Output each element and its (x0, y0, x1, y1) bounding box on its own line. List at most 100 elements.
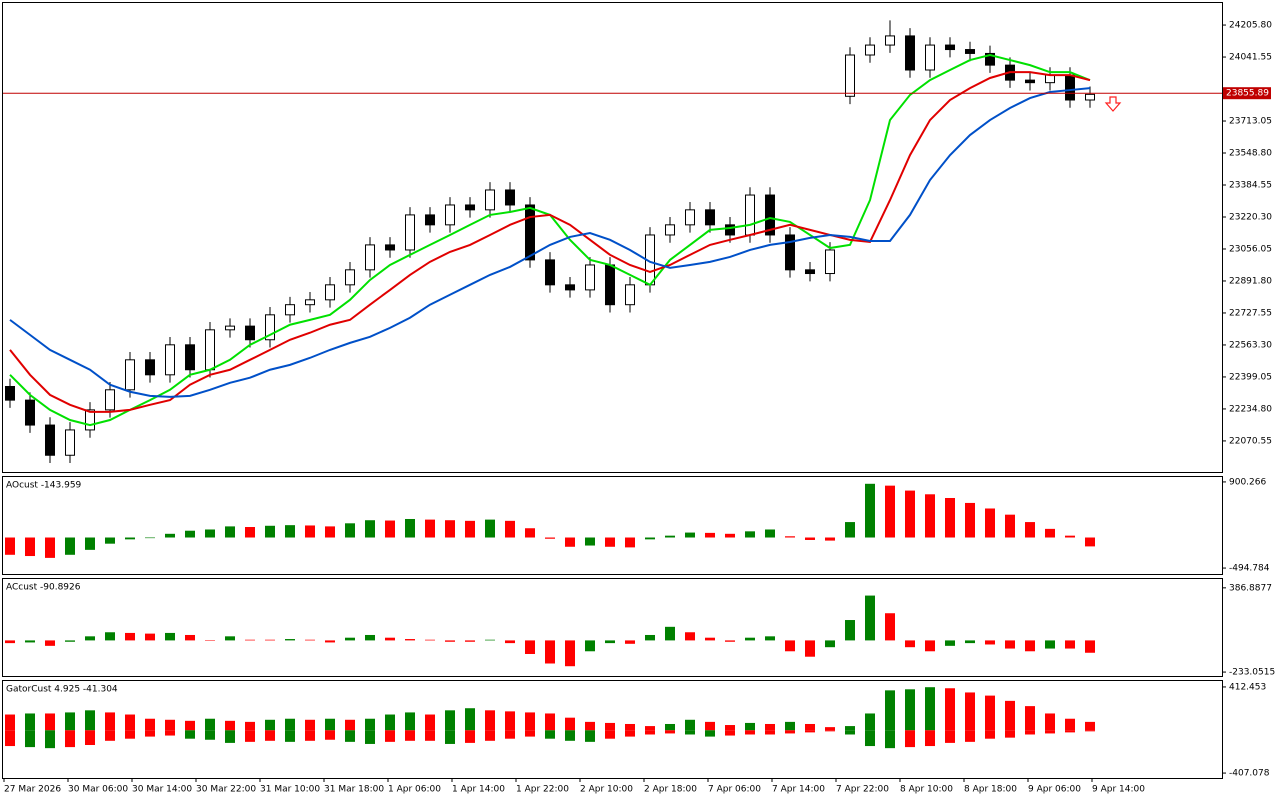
histogram-bar (245, 527, 255, 538)
histogram-bar (125, 632, 135, 641)
histogram-bar (585, 730, 595, 742)
histogram-bar (585, 640, 595, 652)
histogram-bar (25, 640, 35, 643)
histogram-bar (605, 730, 615, 739)
candle-body (85, 409, 95, 431)
x-tick-label: 9 Apr 06:00 (1028, 785, 1081, 795)
histogram-bar (545, 537, 555, 539)
histogram-bar (145, 537, 155, 539)
pane-title: AOcust -143.959 (6, 481, 82, 491)
histogram-bar (885, 613, 895, 641)
histogram-bar (705, 637, 715, 641)
histogram-bar (885, 730, 895, 749)
histogram-bar (185, 730, 195, 739)
histogram-bar (625, 537, 635, 548)
candle-body (405, 214, 415, 251)
histogram-bar (145, 718, 155, 731)
histogram-bar (765, 730, 775, 735)
histogram-bar (65, 537, 75, 555)
x-tick-label: 31 Mar 10:00 (260, 785, 320, 795)
histogram-bar (845, 522, 855, 538)
candle-body (605, 264, 615, 306)
histogram-bar (485, 519, 495, 538)
histogram-bar (525, 528, 535, 538)
histogram-bar (985, 730, 995, 739)
histogram-bar (185, 720, 195, 731)
histogram-bar (625, 730, 635, 737)
histogram-bar (965, 730, 975, 742)
histogram-bar (325, 730, 335, 740)
candle-body (165, 344, 175, 376)
histogram-bar (445, 710, 455, 731)
histogram-bar (1005, 730, 1015, 738)
histogram-bar (465, 640, 475, 642)
candle-body (625, 284, 635, 306)
y-tick-label: -407.078 (1229, 769, 1270, 779)
candle-body (885, 35, 895, 46)
candle-body (345, 269, 355, 286)
histogram-bar (285, 525, 295, 538)
histogram-bar (225, 636, 235, 641)
histogram-bar (325, 718, 335, 731)
histogram-bar (785, 721, 795, 731)
histogram-bar (245, 721, 255, 731)
histogram-bar (1025, 706, 1035, 731)
candle-body (865, 44, 875, 56)
histogram-bar (785, 640, 795, 652)
histogram-bar (85, 730, 95, 746)
histogram-bar (605, 640, 615, 644)
histogram-bar (25, 730, 35, 748)
histogram-bar (1025, 640, 1035, 652)
histogram-bar (545, 640, 555, 664)
histogram-bar (105, 730, 115, 741)
histogram-bar (825, 727, 835, 731)
histogram-bar (125, 537, 135, 540)
y-tick-label: 22563.30 (1229, 340, 1272, 350)
histogram-bar (465, 730, 475, 743)
histogram-bar (585, 721, 595, 731)
histogram-bar (845, 620, 855, 641)
candle-body (105, 389, 115, 411)
histogram-bar (1025, 522, 1035, 538)
candle-body (325, 284, 335, 301)
histogram-bar (385, 714, 395, 731)
moving-average (9, 71, 1091, 413)
histogram-bar (805, 730, 815, 733)
ao-pane (2, 476, 1223, 575)
histogram-bar (605, 537, 615, 547)
histogram-bar (165, 719, 175, 731)
candle-body (705, 209, 715, 226)
histogram-bar (285, 639, 295, 641)
histogram-bar (525, 730, 535, 737)
histogram-bar (305, 639, 315, 641)
histogram-bar (965, 692, 975, 731)
histogram-bar (1045, 713, 1055, 731)
histogram-bar (85, 537, 95, 550)
histogram-bar (565, 730, 575, 741)
y-tick-label: 23384.55 (1229, 181, 1272, 191)
histogram-bar (365, 718, 375, 731)
histogram-bar (465, 708, 475, 731)
histogram-bar (45, 713, 55, 731)
histogram-bar (345, 637, 355, 641)
histogram-bar (805, 537, 815, 540)
x-tick-label: 30 Mar 06:00 (68, 785, 128, 795)
y-tick-label: 900.266 (1229, 477, 1266, 487)
histogram-bar (1045, 730, 1055, 734)
histogram-bar (905, 730, 915, 748)
histogram-bar (1005, 700, 1015, 731)
candle-body (745, 194, 755, 236)
histogram-bar (805, 723, 815, 731)
histogram-bar (485, 730, 495, 741)
histogram-bar (1085, 537, 1095, 547)
histogram-bar (785, 536, 795, 538)
histogram-bar (505, 520, 515, 538)
x-tick-label: 31 Mar 18:00 (324, 785, 384, 795)
histogram-bar (985, 508, 995, 538)
histogram-bar (905, 640, 915, 648)
histogram-bar (145, 633, 155, 641)
histogram-bar (265, 719, 275, 731)
candle-body (365, 244, 375, 271)
histogram-bar (1085, 730, 1095, 732)
